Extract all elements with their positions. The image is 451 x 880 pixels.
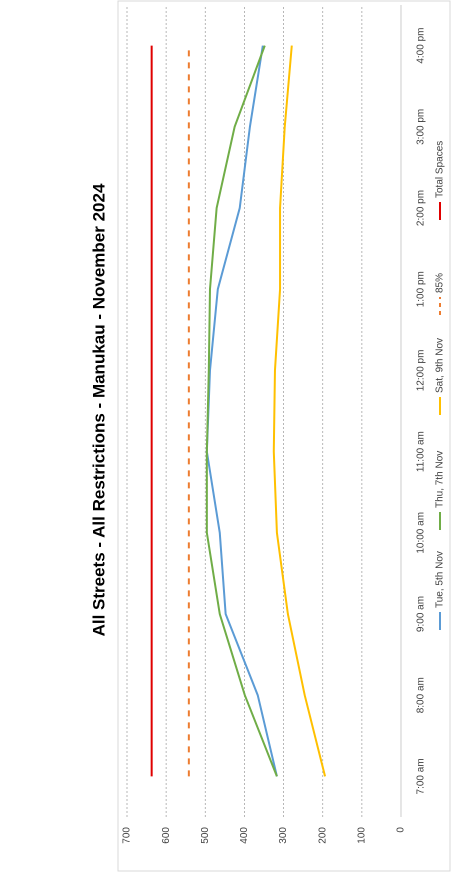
legend-label: 85% [435, 273, 446, 293]
legend-label: Thu, 7th Nov [435, 451, 446, 508]
x-tick-label: 8:00 am [416, 677, 427, 713]
y-tick-label: 600 [161, 827, 172, 844]
y-tick-label: 700 [122, 827, 133, 844]
chart-title: All Streets - All Restrictions - Manukau… [89, 183, 108, 636]
x-tick-label: 9:00 am [416, 596, 427, 632]
y-tick-label: 500 [200, 827, 211, 844]
rotated-chart: All Streets - All Restrictions - Manukau… [89, 5, 446, 844]
series-line [205, 45, 278, 777]
x-tick-label: 12:00 pm [416, 350, 427, 392]
series-line [272, 45, 327, 777]
y-tick-label: 400 [239, 827, 250, 844]
x-tick-label: 1:00 pm [416, 271, 427, 307]
series-line [205, 45, 278, 777]
x-tick-label: 4:00 pm [416, 28, 427, 64]
x-tick-label: 11:00 am [416, 431, 427, 472]
chart-frame [117, 0, 451, 872]
x-tick-label: 10:00 am [416, 512, 427, 554]
x-tick-label: 3:00 pm [416, 109, 427, 145]
legend-label: Tue, 5th Nov [435, 551, 446, 608]
y-tick-label: 100 [356, 827, 367, 844]
y-tick-label: 200 [317, 827, 328, 844]
x-tick-label: 2:00 pm [416, 190, 427, 226]
y-tick-label: 0 [396, 827, 407, 833]
y-tick-label: 300 [278, 827, 289, 844]
x-tick-label: 7:00 am [416, 758, 427, 794]
legend-label: Total Spaces [435, 141, 446, 198]
legend-label: Sat, 9th Nov [435, 338, 446, 393]
